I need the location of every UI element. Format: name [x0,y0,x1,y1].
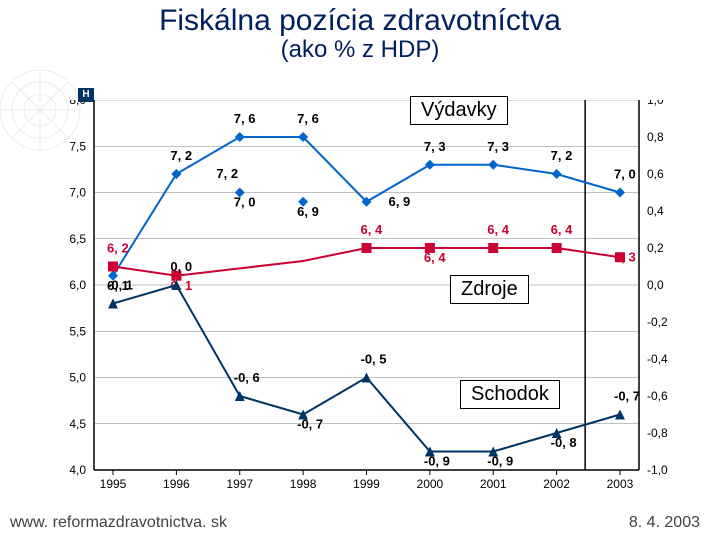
svg-text:0,6: 0,6 [647,167,664,181]
svg-text:6, 4: 6, 4 [551,222,573,237]
svg-text:0,8: 0,8 [647,130,664,144]
svg-text:-0, 8: -0, 8 [551,435,577,450]
svg-text:2002: 2002 [543,477,570,491]
svg-text:7,5: 7,5 [69,139,86,153]
footer-url: www. reformazdravotnictva. sk [10,514,227,532]
svg-text:6, 4: 6, 4 [361,222,383,237]
svg-text:1999: 1999 [353,477,380,491]
svg-text:7,0: 7,0 [69,186,86,200]
svg-text:6, 4: 6, 4 [424,250,446,265]
svg-text:7, 2: 7, 2 [216,166,238,181]
svg-text:0, 0: 0, 0 [170,259,192,274]
svg-text:-0,2: -0,2 [647,315,668,329]
svg-text:5,5: 5,5 [69,324,86,338]
svg-text:7, 6: 7, 6 [297,111,319,126]
svg-text:5,0: 5,0 [69,371,86,385]
svg-text:6,0: 6,0 [69,278,86,292]
svg-text:-0, 6: -0, 6 [234,370,260,385]
chart-container: 4,04,55,05,56,06,57,07,58,0-1,0-0,8-0,6-… [40,100,680,500]
svg-text:0,2: 0,2 [647,241,664,255]
svg-text:7, 2: 7, 2 [551,148,573,163]
svg-text:1998: 1998 [290,477,317,491]
svg-text:6, 3: 6, 3 [614,249,636,264]
svg-text:1997: 1997 [226,477,253,491]
svg-text:-0, 7: -0, 7 [297,417,323,432]
svg-text:-0,6: -0,6 [647,389,668,403]
svg-text:-1,0: -1,0 [647,463,668,477]
legend-schodok: Schodok [460,380,560,409]
svg-text:2003: 2003 [607,477,634,491]
svg-text:-0,8: -0,8 [647,426,668,440]
legend-vydavky: Výdavky [410,96,508,125]
svg-text:7, 0: 7, 0 [614,167,636,182]
svg-text:6, 2: 6, 2 [107,241,129,256]
svg-text:7, 2: 7, 2 [170,148,192,163]
svg-text:4,0: 4,0 [69,463,86,477]
svg-text:-0,4: -0,4 [647,352,668,366]
svg-text:7, 3: 7, 3 [424,139,446,154]
legend-zdroje: Zdroje [450,275,529,304]
svg-text:-0, 9: -0, 9 [487,454,513,469]
svg-text:6, 9: 6, 9 [389,194,411,209]
svg-text:7, 6: 7, 6 [234,111,256,126]
svg-text:1,0: 1,0 [647,100,664,107]
svg-text:0,4: 0,4 [647,204,664,218]
chart-svg: 4,04,55,05,56,06,57,07,58,0-1,0-0,8-0,6-… [40,100,680,500]
chart-title: Fiskálna pozícia zdravotníctva [0,0,720,38]
svg-text:6, 4: 6, 4 [487,222,509,237]
svg-text:7, 0: 7, 0 [234,195,256,210]
svg-text:2001: 2001 [480,477,507,491]
svg-text:-0, 1: -0, 1 [107,278,133,293]
svg-text:2000: 2000 [417,477,444,491]
svg-text:1995: 1995 [100,477,127,491]
svg-text:6,5: 6,5 [69,232,86,246]
svg-text:4,5: 4,5 [69,417,86,431]
footer-date: 8. 4. 2003 [629,514,700,532]
svg-text:6, 9: 6, 9 [297,204,319,219]
svg-text:-0, 7: -0, 7 [614,389,640,404]
h-badge: H [78,88,94,102]
svg-text:7, 3: 7, 3 [487,139,509,154]
svg-text:-0, 5: -0, 5 [361,352,387,367]
svg-text:0,0: 0,0 [647,278,664,292]
svg-text:1996: 1996 [163,477,190,491]
svg-text:-0, 9: -0, 9 [424,454,450,469]
